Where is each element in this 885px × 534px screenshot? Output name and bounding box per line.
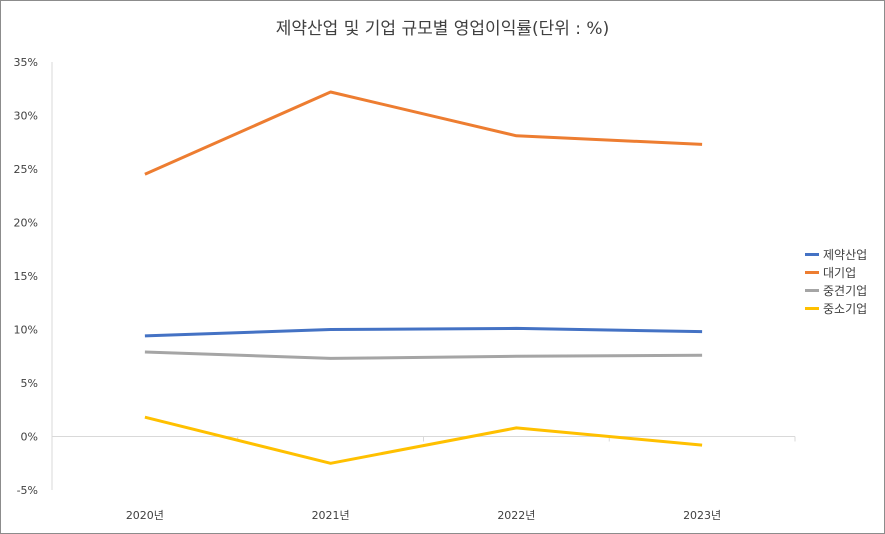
chart-title: 제약산업 및 기업 규모별 영업이익률(단위 : %) <box>275 19 610 39</box>
y-tick-label: 25% <box>14 163 38 176</box>
legend-item: 제약산업 <box>805 245 867 263</box>
y-tick-label: 30% <box>14 110 38 123</box>
legend-item: 대기업 <box>805 263 867 281</box>
y-tick-label: 35% <box>14 56 38 69</box>
legend-label: 대기업 <box>823 265 857 280</box>
x-tick-label: 2021년 <box>312 509 350 522</box>
series-lines <box>144 90 703 465</box>
y-tick-label: 10% <box>14 324 38 337</box>
y-tick-label: 20% <box>14 217 38 230</box>
legend-label: 중견기업 <box>823 283 868 298</box>
legend-label: 제약산업 <box>823 247 868 262</box>
legend-swatch <box>805 288 819 292</box>
y-tick-label: 0% <box>21 431 38 444</box>
x-tick-label: 2020년 <box>126 509 164 522</box>
legend-label: 중소기업 <box>823 301 868 316</box>
y-tick-label: 5% <box>21 377 38 390</box>
x-tick-label: 2023년 <box>683 509 721 522</box>
legend-swatch <box>805 270 819 274</box>
legend-swatch <box>805 252 819 256</box>
y-axis: -5% 0% 5% 10% 15% 20% 25% 30% 35% <box>14 56 38 497</box>
legend-swatch <box>805 306 819 310</box>
legend-item: 중견기업 <box>805 281 867 299</box>
legend-item: 중소기업 <box>805 299 867 317</box>
series-line-3 <box>144 350 703 360</box>
y-tick-label: -5% <box>17 484 38 497</box>
series-line-2 <box>144 90 703 176</box>
x-tick-label: 2022년 <box>497 509 535 522</box>
series-line-1 <box>144 326 703 338</box>
axes <box>51 62 796 490</box>
series-line-4 <box>144 415 703 465</box>
y-tick-label: 15% <box>14 270 38 283</box>
x-axis: 2020년 2021년 2022년 2023년 <box>126 509 721 522</box>
